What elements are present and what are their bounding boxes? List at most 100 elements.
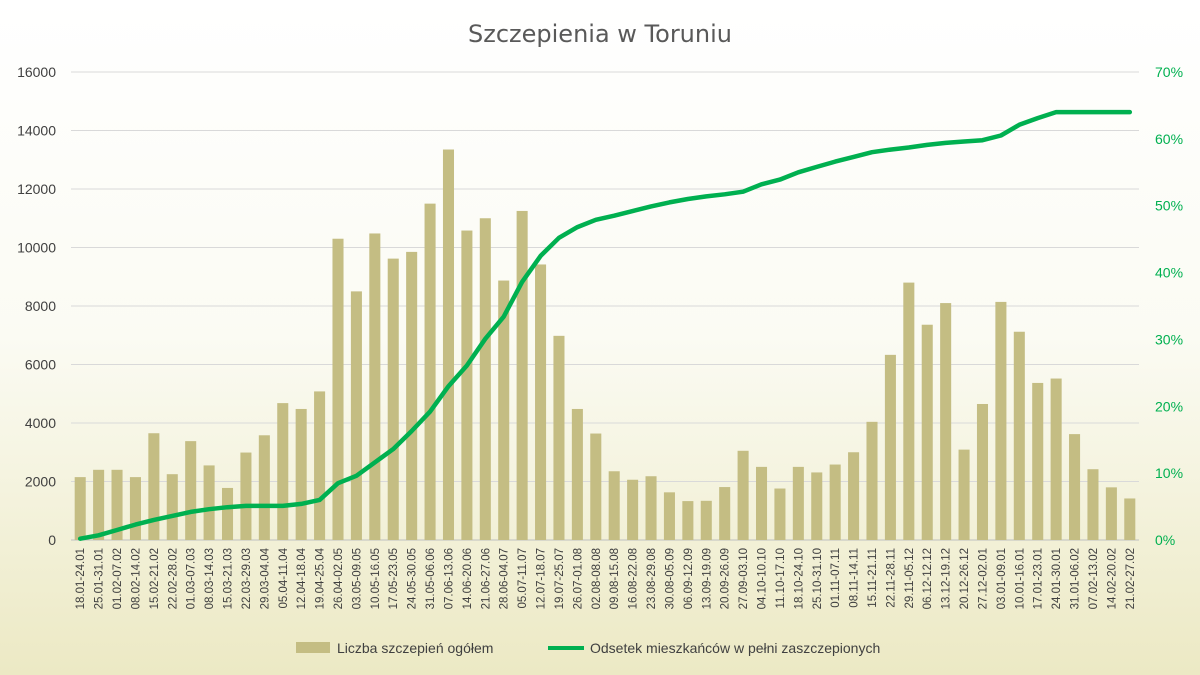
y2-tick-label: 20% xyxy=(1155,398,1183,414)
x-tick-label: 03.01-09.01 xyxy=(996,548,1008,609)
x-tick-label: 06.12-12.12 xyxy=(922,548,934,609)
bar xyxy=(553,335,565,540)
x-tick-label: 31.05-06.06 xyxy=(425,548,437,609)
x-tick-label: 13.09-19.09 xyxy=(701,548,713,609)
y-tick-label: 8000 xyxy=(25,298,56,314)
gridlines xyxy=(71,71,1139,541)
x-tick-label: 22.03-29.03 xyxy=(241,548,253,609)
bar xyxy=(884,354,896,540)
x-tick-label: 21.06-27.06 xyxy=(480,548,492,609)
x-tick-label: 01.02-07.02 xyxy=(112,548,124,609)
y-tick-label: 14000 xyxy=(17,123,56,139)
y2-tick-label: 0% xyxy=(1155,532,1175,548)
bar xyxy=(627,479,639,540)
bar xyxy=(737,450,749,540)
y-tick-label: 4000 xyxy=(25,415,56,431)
x-tick-label: 08.03-14.03 xyxy=(204,548,216,609)
legend-line-label: Odsetek mieszkańców w pełni zaszczepiony… xyxy=(590,640,880,656)
bar xyxy=(608,471,620,540)
line-series xyxy=(77,109,1133,541)
y2-tick-label: 10% xyxy=(1155,465,1183,481)
x-tick-label: 10.05-16.05 xyxy=(370,548,382,609)
bar xyxy=(240,452,252,540)
x-tick-label: 31.01-06.02 xyxy=(1070,548,1082,609)
bar xyxy=(958,449,970,540)
bar xyxy=(663,492,675,540)
x-tick-label: 18.10-24.10 xyxy=(793,548,805,609)
x-tick-label: 07.06-13.06 xyxy=(443,548,455,609)
bar xyxy=(185,441,197,540)
y-tick-label: 16000 xyxy=(17,64,56,80)
y-tick-label: 6000 xyxy=(25,357,56,373)
x-tick-label: 22.02-28.02 xyxy=(167,548,179,609)
bar-series xyxy=(74,149,1136,540)
bar xyxy=(461,230,473,540)
x-tick-label: 26.04-02.05 xyxy=(333,548,345,609)
bar xyxy=(1087,469,1099,540)
right-y-axis: 0% 10% 20% 30% 40% 50% 60% 70% xyxy=(1155,64,1183,548)
y-tick-label: 2000 xyxy=(25,474,56,490)
legend: Liczba szczepień ogółem Odsetek mieszkań… xyxy=(296,640,880,656)
bar xyxy=(535,264,547,540)
y-tick-label: 12000 xyxy=(17,181,56,197)
bar xyxy=(571,408,583,540)
bar xyxy=(479,218,491,540)
x-tick-label: 16.08-22.08 xyxy=(628,548,640,609)
x-tick-label: 06.09-12.09 xyxy=(683,548,695,609)
bar xyxy=(203,465,215,540)
x-tick-label: 25.01-31.01 xyxy=(94,548,106,609)
x-tick-label: 24.05-30.05 xyxy=(407,548,419,609)
x-tick-label: 12.07-18.07 xyxy=(536,548,548,609)
bar xyxy=(1050,378,1062,540)
x-tick-label: 05.07-11.07 xyxy=(517,548,529,609)
bar xyxy=(1105,487,1117,540)
x-tick-label: 27.12-02.01 xyxy=(977,548,989,609)
x-tick-label: 30.08-05.09 xyxy=(664,548,676,609)
bar xyxy=(1013,331,1025,540)
bar xyxy=(258,435,270,540)
bar xyxy=(590,433,602,540)
bar xyxy=(1124,498,1136,540)
bar xyxy=(682,501,694,540)
legend-bar-swatch xyxy=(296,642,330,653)
bar xyxy=(848,452,860,540)
x-tick-label: 17.05-23.05 xyxy=(388,548,400,609)
x-tick-label: 19.07-25.07 xyxy=(554,548,566,609)
bar xyxy=(148,433,160,540)
bar xyxy=(129,477,141,540)
bar xyxy=(774,488,786,540)
bar xyxy=(295,408,307,540)
bar xyxy=(516,210,528,540)
x-tick-label: 17.01-23.01 xyxy=(1033,548,1045,609)
x-axis: 18.01-24.01 25.01-31.01 01.02-07.02 08.02-1… xyxy=(75,547,1137,609)
x-tick-label: 08.11-14.11 xyxy=(849,548,861,608)
x-tick-label: 21.02-27.02 xyxy=(1125,548,1137,609)
bar xyxy=(166,474,178,540)
x-tick-label: 22.11-28.11 xyxy=(885,548,897,608)
x-tick-label: 14.02-20.02 xyxy=(1106,548,1118,609)
bar xyxy=(1032,382,1044,540)
y-tick-label: 10000 xyxy=(17,240,56,256)
bar xyxy=(811,472,823,540)
y-tick-label: 0 xyxy=(48,532,56,548)
y2-tick-label: 50% xyxy=(1155,198,1183,214)
bar xyxy=(995,301,1007,540)
x-tick-label: 29.03-04.04 xyxy=(259,547,271,609)
x-tick-label: 18.01-24.01 xyxy=(75,548,87,609)
bar xyxy=(277,403,289,540)
x-tick-label: 05.04-11.04 xyxy=(278,547,290,608)
x-tick-label: 29.11-05.12 xyxy=(904,548,916,609)
x-tick-label: 20.09-26.09 xyxy=(720,548,732,609)
bar xyxy=(829,464,841,540)
bar xyxy=(976,403,989,540)
bar xyxy=(369,233,381,540)
bar xyxy=(700,500,712,540)
x-tick-label: 04.10-10.10 xyxy=(757,548,769,609)
legend-bar-label: Liczba szczepień ogółem xyxy=(337,640,493,656)
x-tick-label: 20.12-26.12 xyxy=(959,548,971,609)
x-tick-label: 01.11-07.11 xyxy=(830,548,842,608)
bar xyxy=(498,280,510,540)
left-y-axis: 0 2000 4000 6000 8000 10000 12000 14000 16000 xyxy=(17,64,56,548)
bar xyxy=(719,487,731,540)
